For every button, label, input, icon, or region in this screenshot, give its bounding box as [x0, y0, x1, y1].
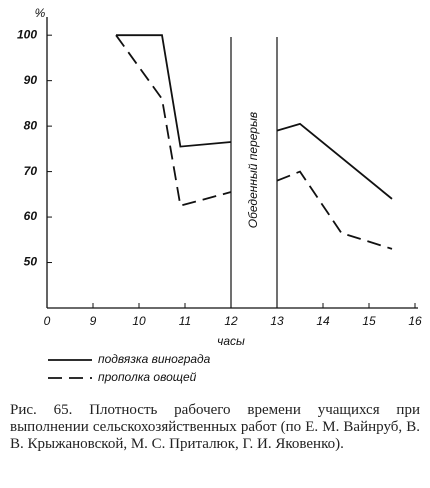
y-tick-label: 90 [24, 73, 38, 87]
y-axis-label: % [35, 6, 46, 20]
x-tick-label: 16 [408, 314, 422, 328]
y-tick-label: 60 [24, 209, 38, 223]
legend-label: прополка овощей [98, 370, 197, 384]
x-tick-label: 13 [270, 314, 284, 328]
data-line [116, 34, 393, 200]
x-tick-label: 11 [179, 314, 191, 328]
x-tick-label: 15 [362, 314, 376, 328]
y-tick-label: 100 [17, 27, 37, 41]
y-tick-label: 80 [24, 118, 38, 132]
x-tick-label: 10 [132, 314, 146, 328]
x-tick-label: 9 [90, 314, 97, 328]
x-tick-label: 0 [44, 314, 51, 328]
x-tick-label: 12 [224, 314, 238, 328]
x-axis-label: часы [217, 334, 245, 348]
y-tick-label: 70 [24, 164, 38, 178]
chart: % часы 50 60 70 80 90 100 0 9 10 11 12 13 14 15 16 Обед… [17, 6, 422, 384]
x-tick-label: 14 [316, 314, 330, 328]
legend-label: подвязка винограда [98, 352, 211, 366]
data-line [115, 34, 393, 250]
y-tick-label: 50 [24, 255, 38, 269]
annotation: Обеденный перерыв [246, 112, 260, 228]
caption: Рис. 65. Плотность рабочего времени учащ… [10, 402, 420, 452]
